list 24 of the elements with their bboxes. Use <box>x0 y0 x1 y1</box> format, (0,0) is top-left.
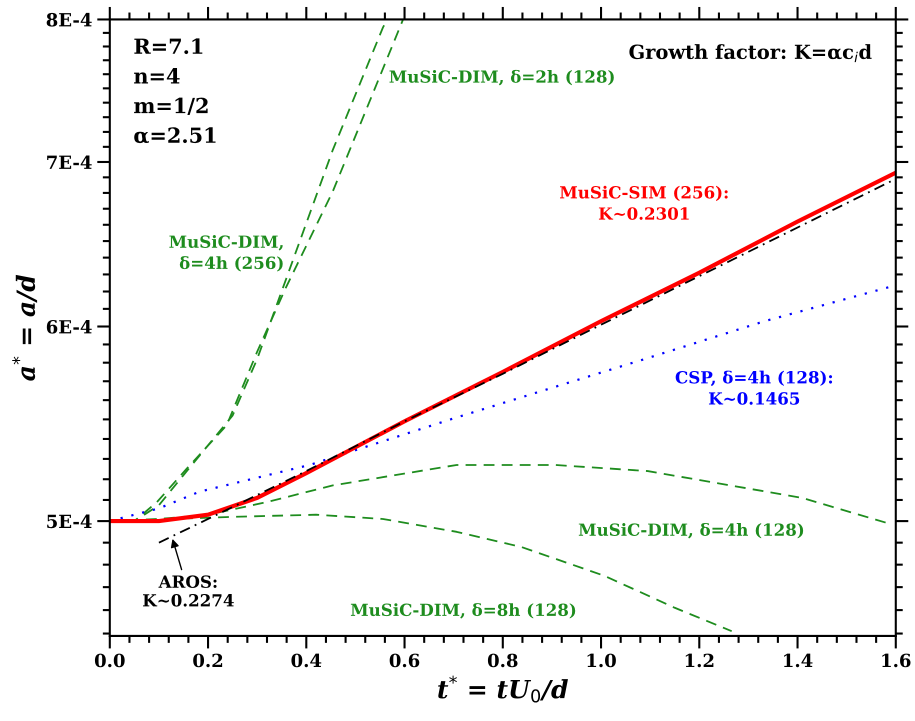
series-label: MuSiC-DIM, δ=4h (256) <box>169 235 283 272</box>
y-tick-label: 8E-4 <box>46 12 92 27</box>
y-axis-title: a$^{*}$ = a/d <box>12 274 38 381</box>
y-tick-label: 5E-4 <box>47 514 92 528</box>
text: MuSiC-SIM (256): K~0.2301 <box>560 186 728 220</box>
x-tick-label: 1.4 <box>784 654 813 668</box>
series-label: MuSiC-DIM, δ=4h (128) <box>578 522 804 538</box>
series-label: MuSiC-DIM, δ=2h (128) <box>390 70 614 86</box>
x-tick-label: 1.0 <box>588 654 616 668</box>
annotation: R=7.1 n=4 m=1/2 α=2.51 <box>134 38 216 144</box>
text: MuSiC-DIM, δ=8h (128) <box>350 603 576 619</box>
x-tick-label: 0.2 <box>193 654 222 668</box>
y-tick-label: 7E-4 <box>47 155 92 169</box>
x-tick-label: 0.0 <box>94 654 125 668</box>
x-tick-label: 1.6 <box>882 654 911 668</box>
x-tick-label: 0.4 <box>291 654 322 668</box>
series-label: CSP, δ=4h (128): K~0.1465 <box>676 370 832 405</box>
annotation: AROS: K~0.2274 <box>143 575 234 607</box>
x-tick-label: 1.2 <box>686 654 714 668</box>
x-tick-label: 0.8 <box>488 654 518 668</box>
x-tick-label: 0.6 <box>390 654 420 668</box>
y-tick-label: 6E-4 <box>46 320 92 334</box>
annotation: Growth factor: K=αc$_{i}$d <box>629 44 872 62</box>
x-axis-title: t$^{*}$ = tU$_{0}$/d <box>438 676 568 703</box>
